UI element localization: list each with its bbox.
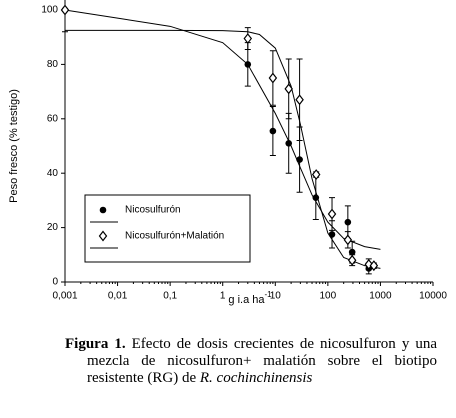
x-tick-label: 10 (270, 291, 282, 302)
x-tick-label: 0,01 (108, 291, 128, 302)
point (344, 218, 352, 226)
point (347, 254, 357, 266)
y-tick-label: 60 (47, 113, 59, 124)
point (369, 260, 379, 272)
point (327, 208, 337, 220)
x-tick-label: 100 (320, 291, 337, 302)
legend-label: Nicosulfurón+Malatión (125, 231, 224, 242)
caption-label: Figura 1. (65, 336, 126, 352)
caption-text: Efecto de dosis crecientes de nicosulfur… (87, 336, 438, 386)
chart: Peso fresco (% testigo) g i.a ha-1 0 20 40… (8, 0, 447, 306)
point (243, 33, 253, 45)
y-axis-label: Peso fresco (% testigo) (8, 89, 20, 203)
point (348, 248, 356, 256)
x-axis-label: g i.a ha-1 (228, 290, 272, 306)
point (364, 258, 374, 270)
y-tick-label: 0 (52, 277, 58, 288)
caption: Figura 1. Efecto de dosis crecientes de … (65, 336, 437, 387)
legend-marker (99, 206, 107, 214)
x-tick-label: 0,1 (163, 291, 177, 302)
x-tick-label: 1000 (369, 291, 392, 302)
fit-line (65, 29, 381, 269)
y-tick-label: 100 (41, 5, 58, 16)
x-axis-label-main: g i.a ha (228, 294, 265, 306)
y-tick-label: 20 (47, 222, 59, 233)
x-tick-label: 1 (220, 291, 226, 302)
point (285, 139, 293, 147)
point (296, 156, 303, 163)
y-tick-label: 40 (47, 168, 59, 179)
point (269, 127, 277, 135)
x-tick-label: 0,001 (52, 291, 77, 302)
fit-line (64, 9, 381, 250)
point (244, 61, 252, 68)
legend-label: Nicosulfurón (125, 205, 181, 216)
legend-box (84, 194, 251, 263)
point (343, 234, 353, 246)
point (60, 4, 70, 16)
caption-italic: R. cochinchinensis (199, 370, 313, 386)
x-tick-label: 10000 (419, 291, 447, 302)
point (295, 94, 304, 106)
x-axis-label-sup: -1 (264, 290, 272, 299)
y-tick-label: 80 (47, 59, 59, 70)
point (268, 72, 278, 84)
point (284, 83, 293, 95)
legend-marker (98, 230, 108, 242)
point (311, 169, 321, 181)
